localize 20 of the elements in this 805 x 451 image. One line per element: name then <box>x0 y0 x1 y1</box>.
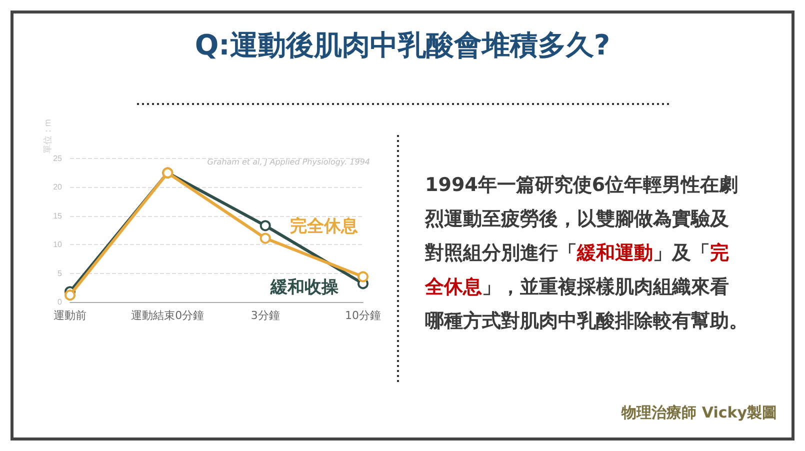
x-tick-label: 3分鐘 <box>250 309 280 322</box>
y-tick-label: 10 <box>53 240 63 250</box>
series-label: 完全休息 <box>290 216 358 236</box>
annotation: Graham et al, J Applied Physiology. 1994 <box>207 158 370 166</box>
text: 1994年一篇研究使6位年輕男性在劇烈運動至疲勞後，以雙腳做為實驗及對照組分別進行「緩和運動」及「完全休息」，並重複採樣肌肉組織來看哪種方式對肌肉中乳酸排除較有幫助。 <box>425 174 748 332</box>
x-tick-label: 10分鐘 <box>345 309 381 322</box>
x-tick-label: 運動前 <box>54 309 86 322</box>
point <box>64 290 76 301</box>
chart-title: Q:運動後肌肉中乳酸會堆積多久? <box>194 28 610 62</box>
y-tick-label: 15 <box>53 211 63 220</box>
text: 物理治療師 Vicky製圖 <box>620 404 778 422</box>
point <box>260 232 271 244</box>
y-tick-label: 20 <box>53 182 63 192</box>
x-tick-label: 運動結束0分鐘 <box>131 309 204 322</box>
point <box>260 220 271 232</box>
point <box>358 271 368 282</box>
y-tick-label: 5 <box>58 268 63 278</box>
y-tick-label: 0 <box>58 298 63 306</box>
y-tick-label: 25 <box>53 154 63 163</box>
series-label: 緩和收操 <box>270 278 340 298</box>
